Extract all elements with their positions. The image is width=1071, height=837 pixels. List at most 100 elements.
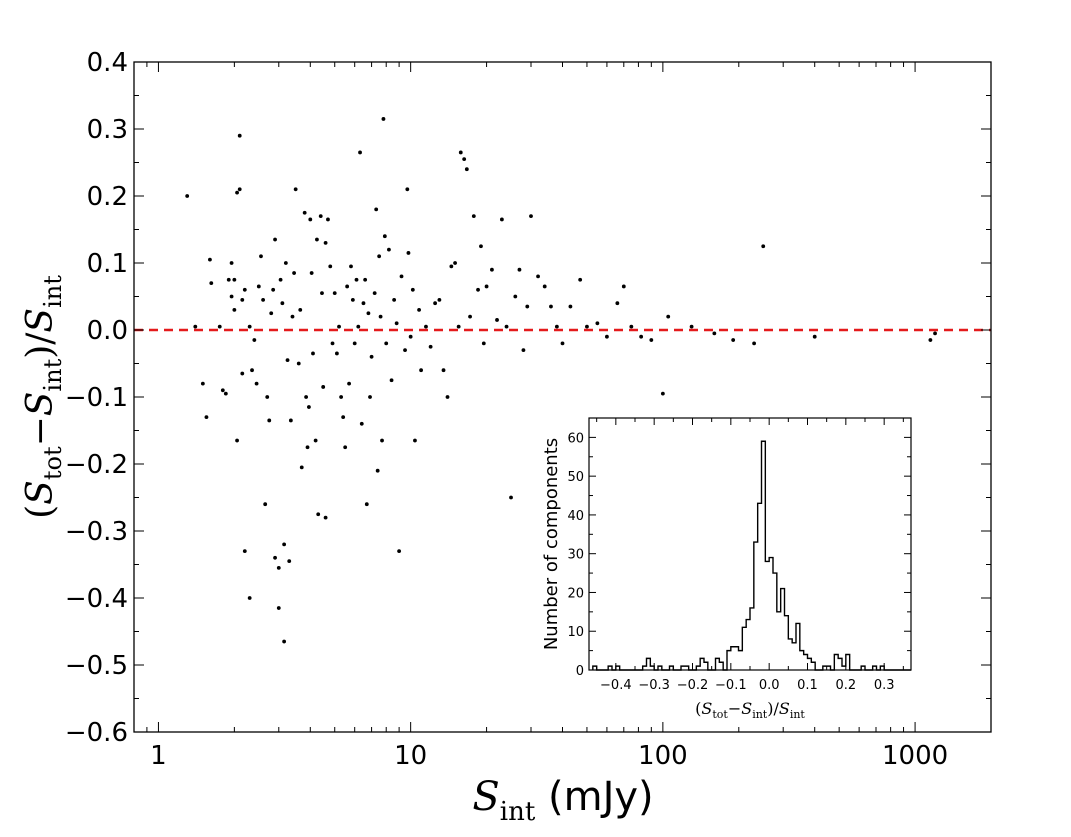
data-point — [403, 348, 407, 352]
data-point — [392, 297, 397, 302]
data-point — [410, 287, 415, 292]
data-point — [321, 385, 326, 389]
data-point — [259, 254, 263, 259]
inset-x-tick-label: 0.1 — [797, 678, 818, 693]
data-point — [405, 187, 410, 192]
inset-y-tick-label: 30 — [567, 548, 584, 563]
data-point — [509, 495, 513, 500]
data-point — [247, 596, 252, 600]
data-point — [352, 341, 357, 346]
data-point — [381, 117, 386, 121]
data-point — [374, 207, 379, 212]
data-point — [449, 264, 454, 269]
data-point — [380, 438, 384, 443]
y-tick-label: −0.1 — [65, 383, 128, 413]
inset-ylabel: Number of components — [541, 438, 562, 650]
data-point — [629, 324, 634, 329]
main-ylabel: (Stot−Sint)/Sint — [20, 275, 67, 519]
inset-y-tick-label: 0 — [576, 664, 584, 679]
data-point — [339, 395, 344, 399]
data-point — [308, 217, 313, 222]
y-tick-label: 0.4 — [87, 48, 128, 78]
data-point — [305, 445, 310, 450]
data-point — [290, 314, 295, 319]
data-point — [689, 324, 694, 329]
data-point — [288, 418, 293, 423]
data-point — [378, 314, 383, 319]
inset-background — [589, 418, 911, 670]
data-point — [712, 331, 717, 336]
main-scatter-plot: 1 10 100 1000−0.6−0.5−0.4−0.3−0.2−0.10.00.1… — [65, 48, 992, 771]
data-point — [193, 324, 198, 329]
data-point — [356, 324, 361, 329]
main-xlabel: Sint (mJy) — [472, 774, 653, 827]
data-point — [456, 324, 461, 329]
inset-y-tick-label: 10 — [567, 625, 584, 640]
data-point — [399, 274, 404, 279]
data-point — [296, 361, 301, 366]
data-point — [309, 271, 314, 275]
data-point — [200, 381, 205, 386]
data-point — [252, 338, 257, 342]
data-point — [235, 438, 239, 443]
x-tick-label: 100 — [638, 741, 688, 771]
data-point — [323, 515, 328, 520]
data-point — [217, 324, 222, 329]
y-tick-label: 0.2 — [87, 182, 128, 212]
data-point — [282, 542, 287, 547]
data-point — [621, 284, 626, 289]
data-point — [639, 334, 644, 339]
data-point — [928, 338, 933, 342]
data-point — [812, 334, 817, 339]
data-point — [263, 502, 268, 507]
inset-x-tick-label: 0.2 — [835, 678, 856, 693]
data-point — [424, 324, 428, 329]
data-point — [529, 214, 533, 219]
data-point — [237, 133, 242, 138]
data-point — [282, 639, 287, 644]
data-point — [347, 381, 351, 386]
data-point — [568, 304, 573, 309]
data-point — [464, 167, 469, 172]
data-point — [441, 368, 446, 373]
data-point — [299, 465, 304, 470]
data-point — [397, 549, 402, 553]
data-point — [666, 314, 671, 319]
data-point — [358, 150, 362, 155]
data-point — [226, 277, 231, 282]
data-point — [761, 244, 766, 249]
data-point — [504, 324, 509, 329]
data-point — [495, 318, 499, 322]
data-point — [311, 351, 315, 356]
x-tick-label: 1 — [150, 741, 167, 771]
data-point — [517, 267, 522, 272]
data-point — [250, 368, 254, 373]
data-point — [394, 321, 399, 326]
data-point — [337, 324, 341, 329]
data-point — [408, 334, 413, 339]
data-point — [387, 247, 391, 252]
data-point — [933, 331, 937, 336]
data-point — [525, 304, 530, 309]
data-point — [462, 157, 467, 162]
data-point — [273, 237, 277, 242]
inset-x-tick-label: 0.3 — [874, 678, 895, 693]
data-point — [298, 308, 303, 312]
inset-xlabel: (Stot−Sint)/Sint — [695, 699, 805, 721]
data-point — [278, 277, 283, 282]
data-point — [256, 284, 261, 289]
data-point — [458, 150, 463, 155]
data-point — [752, 341, 756, 346]
data-point — [332, 291, 337, 296]
data-point — [660, 391, 665, 396]
data-point — [280, 301, 285, 306]
data-point — [468, 314, 472, 319]
data-point — [269, 311, 274, 316]
data-point — [208, 257, 212, 262]
data-point — [549, 304, 553, 309]
data-point — [536, 274, 540, 279]
data-point — [499, 217, 504, 222]
data-point — [417, 308, 421, 312]
data-point — [254, 381, 259, 386]
histogram-step — [592, 440, 911, 671]
